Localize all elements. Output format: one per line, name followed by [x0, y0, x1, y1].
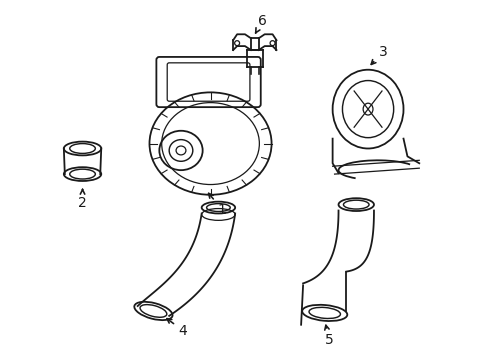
- Text: 6: 6: [255, 14, 266, 33]
- Text: 5: 5: [324, 325, 333, 347]
- Text: 3: 3: [370, 45, 386, 64]
- Text: 1: 1: [208, 193, 226, 216]
- Text: 4: 4: [166, 319, 187, 338]
- Text: 2: 2: [78, 189, 87, 210]
